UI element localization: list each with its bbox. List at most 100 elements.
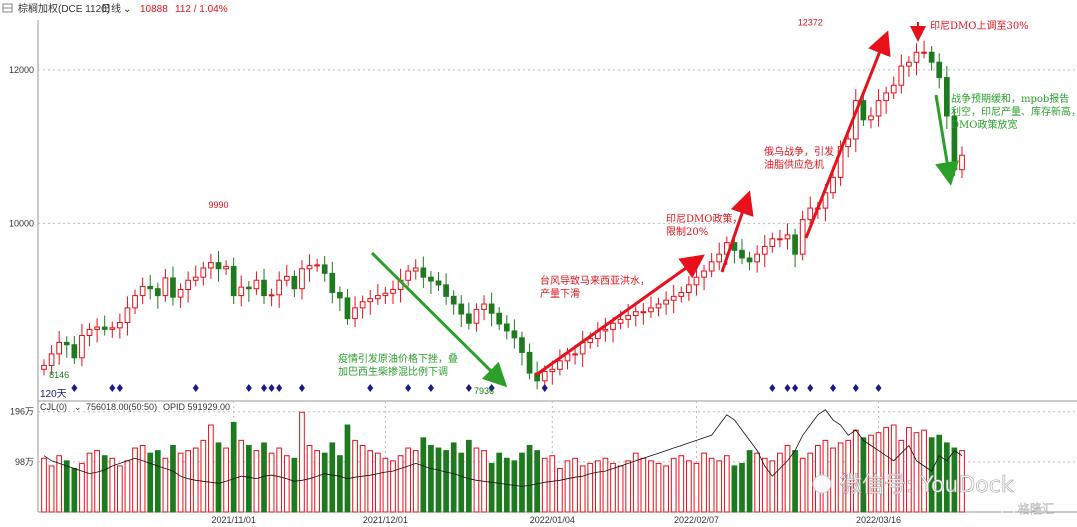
- volume-bar: [147, 452, 154, 513]
- signal-diamond: [276, 384, 283, 392]
- volume-chevron-down-icon[interactable]: ⌄: [74, 402, 82, 412]
- volume-bar: [898, 439, 905, 513]
- volume-bar: [943, 442, 950, 513]
- candle-body: [890, 84, 897, 94]
- candle-body: [450, 295, 457, 305]
- candle-body: [208, 262, 214, 269]
- annotation-peace: 战争预期缓和，mpob报告 利空，印尼产量、库存新高， DMO政策放宽: [951, 92, 1077, 131]
- annotation-peace-line-3: DMO政策放宽: [951, 118, 1017, 131]
- volume-bar: [466, 439, 472, 513]
- volume-bar: [572, 457, 578, 513]
- candle-body: [769, 238, 776, 247]
- volume-bars: [41, 411, 965, 513]
- candle-body: [420, 267, 427, 278]
- volume-bar: [610, 462, 616, 513]
- volume-bar: [594, 460, 601, 513]
- candle-body: [830, 176, 836, 194]
- volume-bar: [321, 452, 328, 513]
- volume-bar: [921, 429, 927, 513]
- volume-bar: [488, 462, 495, 513]
- trend-arrows: [370, 22, 959, 388]
- volume-bar: [215, 442, 222, 513]
- candle-body: [405, 270, 412, 281]
- volume-indicator-selector[interactable]: CJL(0): [40, 402, 67, 412]
- candle-body: [215, 262, 222, 270]
- annotation-dmo30: 印尼DMO上调至30%: [930, 20, 1029, 32]
- candle-body: [412, 267, 419, 272]
- candle-body: [526, 351, 533, 374]
- signal-diamond: [792, 384, 799, 392]
- signal-diamond: [116, 384, 123, 392]
- volume-bar: [283, 455, 290, 513]
- volume-axis-ticks: 98万 196万: [10, 407, 34, 467]
- signal-diamond: [268, 384, 275, 392]
- candle-body: [549, 368, 556, 373]
- candle-body: [959, 154, 965, 171]
- volume-header: CJL(0) ⌄ 756018.00(50:50) OPID 591929.00: [40, 402, 230, 412]
- candle-body: [792, 234, 798, 255]
- signal-diamond: [541, 384, 548, 392]
- volume-bar: [170, 444, 176, 513]
- candle-body: [466, 313, 472, 324]
- candle-body: [79, 335, 85, 359]
- candle-body: [799, 219, 806, 255]
- signal-diamond: [465, 384, 472, 392]
- volume-bar: [784, 444, 791, 513]
- candle-body: [101, 326, 108, 330]
- volume-bar: [936, 434, 943, 513]
- candle-body: [928, 51, 935, 63]
- volume-bar: [86, 452, 93, 513]
- candle-body: [162, 277, 169, 297]
- volume-bar: [511, 460, 518, 513]
- volume-bar: [124, 460, 131, 513]
- signal-diamond: [245, 384, 252, 392]
- volume-bar: [541, 457, 548, 513]
- volume-bar: [746, 450, 753, 513]
- annotation-typhoon-line-1: 台风导致马来西亚洪水，: [540, 274, 650, 287]
- marked-value-label: 8146: [49, 370, 69, 380]
- candle-body: [48, 353, 55, 366]
- volume-bar: [557, 468, 563, 513]
- watermark-wechat: 微信号: YouDock: [840, 473, 1014, 498]
- candle-body: [359, 301, 366, 309]
- signal-diamonds: [71, 384, 882, 392]
- period-chevron-down-icon[interactable]: ⌄: [123, 4, 131, 15]
- candle-body: [943, 77, 950, 117]
- volume-bar: [117, 465, 123, 513]
- candle-body: [56, 341, 63, 355]
- candle-body: [276, 279, 283, 296]
- downtrend-arrow-1: [370, 251, 508, 388]
- candle-body: [314, 264, 320, 267]
- candle-body: [306, 265, 313, 270]
- volume-bar: [314, 450, 320, 513]
- candle-body: [344, 297, 351, 320]
- last-price: 10888: [140, 4, 168, 15]
- volume-bar: [268, 452, 275, 513]
- price-axis-ticks: 10000 12000: [9, 65, 34, 229]
- volume-bar: [208, 424, 214, 513]
- candle-body: [154, 288, 161, 297]
- period-selector[interactable]: 日线: [101, 2, 121, 15]
- volume-bar: [632, 452, 639, 513]
- candle-body: [458, 303, 465, 315]
- volume-bar: [200, 439, 207, 513]
- candle-body: [481, 303, 487, 310]
- watermark: 微信号: YouDock 格隆汇: [812, 473, 1054, 516]
- candle-body: [632, 311, 639, 317]
- volume-bar: [230, 421, 237, 513]
- candle-body: [352, 307, 358, 320]
- annotation-peace-line-1: 战争预期缓和，mpob报告: [951, 92, 1069, 105]
- volume-bar: [670, 457, 677, 513]
- volume-bar: [723, 455, 730, 513]
- volume-bar: [458, 452, 465, 513]
- volume-bar: [382, 457, 389, 513]
- time-tick-label: 2022/02/07: [674, 515, 719, 525]
- annotation-dmo20-line-2: 限制20%: [666, 225, 708, 238]
- candle-body: [587, 338, 594, 343]
- candle-body: [701, 270, 707, 278]
- candle-body: [686, 284, 692, 294]
- volume-bar: [420, 437, 427, 513]
- volume-bar: [913, 432, 920, 513]
